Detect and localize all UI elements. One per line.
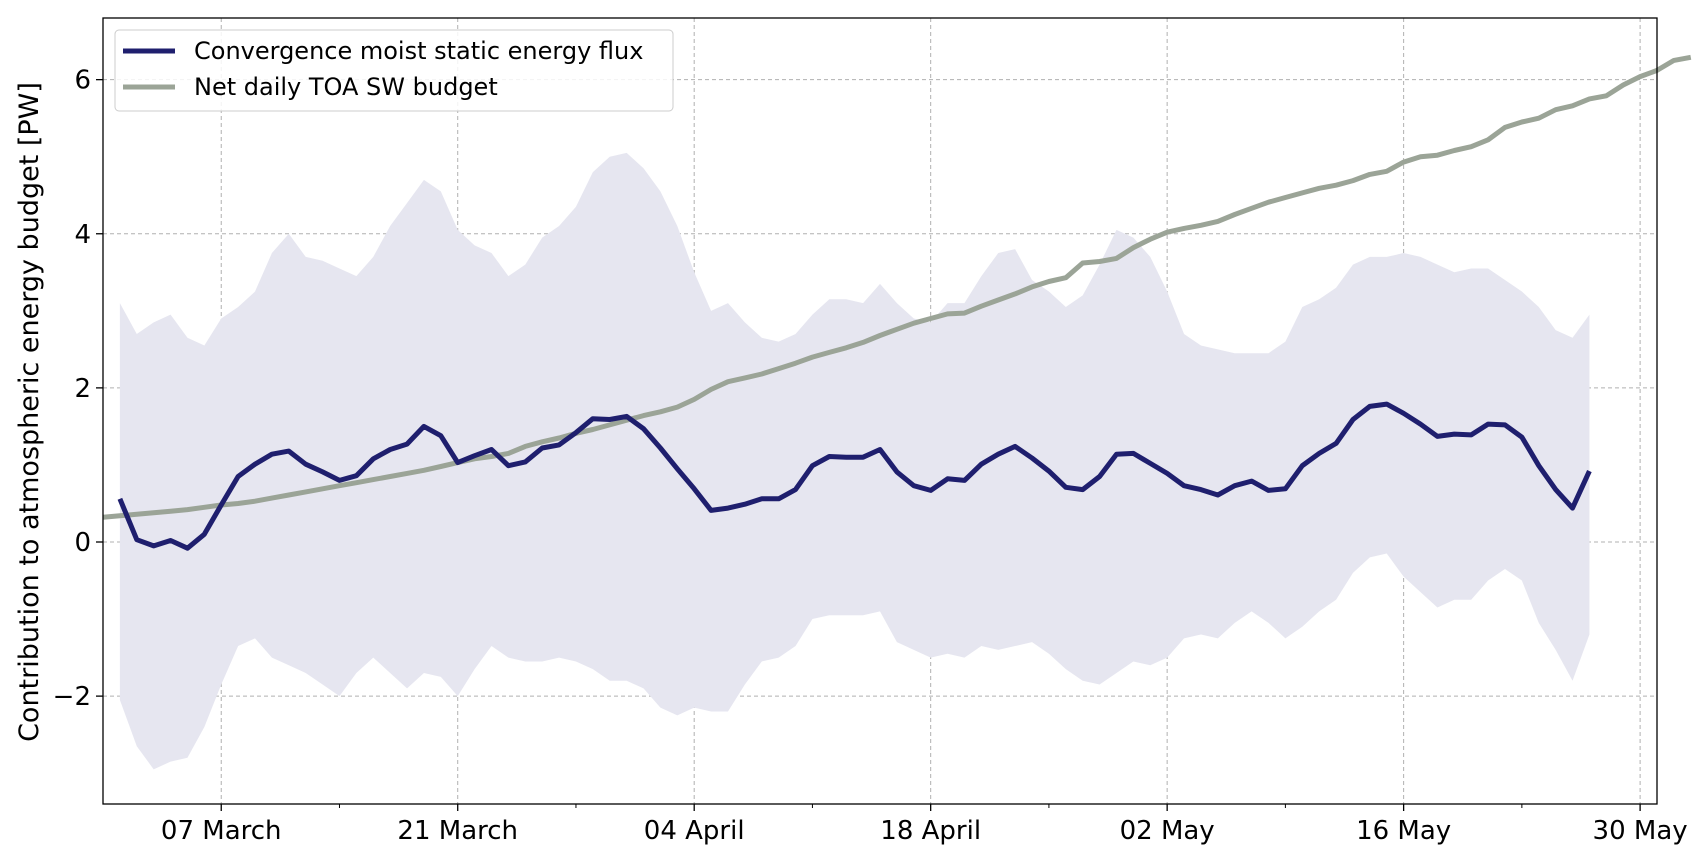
x-tick-label: 18 April [880, 816, 981, 846]
x-tick-label: 21 March [397, 816, 518, 846]
legend-label: Net daily TOA SW budget [194, 73, 498, 101]
x-tick-label: 02 May [1120, 816, 1215, 846]
series-lines [102, 54, 1692, 551]
x-axis: 07 March 21 March 04 April 18 April 02 May 16… [161, 804, 1688, 846]
y-tick-label: 4 [74, 220, 91, 250]
x-tick-label: 07 March [161, 816, 282, 846]
shaded-band [119, 152, 1590, 770]
series-line-convergence-mse-flux [117, 401, 1592, 551]
y-tick-label: −2 [53, 682, 91, 712]
x-tick-label: 04 April [644, 816, 745, 846]
series-line-net-toa-sw-budget [102, 54, 1692, 520]
plot-frame [102, 17, 1658, 805]
uncertainty-band [119, 152, 1590, 770]
x-tick-label: 30 May [1593, 816, 1688, 846]
y-tick-label: 2 [74, 374, 91, 404]
legend: Convergence moist static energy flux Net … [114, 29, 674, 112]
y-tick-label: 6 [74, 66, 91, 96]
y-axis-label: Contribution to atmospheric energy budge… [14, 82, 45, 742]
y-axis: −2 0 2 4 6 [53, 66, 103, 712]
y-tick-label: 0 [74, 528, 91, 558]
x-tick-label: 16 May [1356, 816, 1451, 846]
legend-label: Convergence moist static energy flux [194, 37, 643, 65]
legend-box [114, 29, 674, 112]
